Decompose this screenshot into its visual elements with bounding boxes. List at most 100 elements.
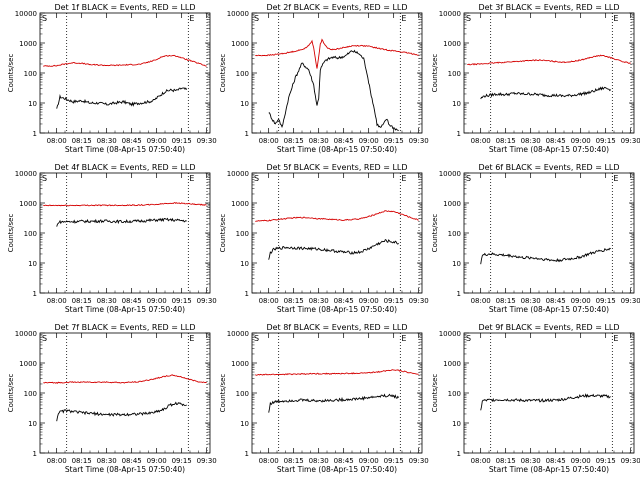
x-tick-label: 09:30 bbox=[409, 457, 429, 465]
y-tick-label: 100 bbox=[448, 390, 461, 398]
x-tick-label: 09:30 bbox=[621, 457, 640, 465]
y-axis-label: Counts/sec bbox=[7, 214, 15, 253]
x-tick-label: 09:00 bbox=[571, 137, 591, 145]
y-tick-label: 100 bbox=[24, 70, 37, 78]
series-lld-line bbox=[43, 202, 207, 207]
y-tick-label: 10000 bbox=[439, 170, 461, 178]
marker-label-s: S bbox=[42, 334, 47, 343]
y-tick-label: 1 bbox=[33, 290, 37, 298]
y-tick-label: 100 bbox=[24, 230, 37, 238]
marker-label-s: S bbox=[254, 14, 259, 23]
series-events-line bbox=[268, 393, 400, 413]
chart-panel-6: Det 6f BLACK = Events, RED = LLD 1 10 100 10… bbox=[431, 163, 640, 314]
x-tick-label: 08:30 bbox=[521, 457, 541, 465]
y-tick-label: 100 bbox=[236, 390, 249, 398]
x-tick-label: 09:00 bbox=[571, 297, 591, 305]
y-tick-label: 1000 bbox=[231, 360, 249, 368]
x-axis-label: Start Time (08-Apr-15 07:50:40) bbox=[65, 305, 185, 314]
y-tick-label: 1 bbox=[245, 450, 249, 458]
x-tick-label: 08:00 bbox=[47, 457, 67, 465]
chart-panel-1: Det 1f BLACK = Events, RED = LLD 1 10 100 10… bbox=[7, 3, 217, 154]
plot-frame bbox=[39, 332, 211, 454]
x-tick-label: 08:00 bbox=[471, 137, 491, 145]
series-events-line bbox=[268, 238, 399, 260]
x-tick-label: 08:45 bbox=[122, 297, 142, 305]
marker-label-s: S bbox=[466, 14, 471, 23]
y-tick-label: 1 bbox=[33, 450, 37, 458]
y-tick-label: 10000 bbox=[439, 330, 461, 338]
chart-title: Det 6f BLACK = Events, RED = LLD bbox=[478, 163, 619, 172]
y-tick-label: 10000 bbox=[227, 330, 249, 338]
x-tick-label: 08:30 bbox=[97, 137, 117, 145]
x-tick-label: 09:00 bbox=[359, 137, 379, 145]
marker-label-e: E bbox=[189, 334, 194, 343]
chart-panel-4: Det 4f BLACK = Events, RED = LLD 1 10 100 10… bbox=[7, 163, 217, 314]
x-tick-label: 08:00 bbox=[471, 297, 491, 305]
x-tick-label: 08:30 bbox=[309, 297, 329, 305]
series-lld-line bbox=[255, 38, 419, 69]
y-tick-label: 10 bbox=[452, 260, 461, 268]
plot-frame bbox=[251, 12, 423, 134]
series-events-line bbox=[56, 217, 187, 227]
x-tick-label: 08:45 bbox=[334, 297, 354, 305]
y-tick-label: 10000 bbox=[15, 170, 37, 178]
y-tick-label: 100 bbox=[448, 70, 461, 78]
x-tick-label: 08:15 bbox=[284, 457, 304, 465]
y-tick-label: 1000 bbox=[19, 40, 37, 48]
x-tick-label: 08:45 bbox=[546, 457, 566, 465]
x-tick-label: 08:15 bbox=[496, 297, 516, 305]
y-tick-label: 10000 bbox=[227, 10, 249, 18]
y-tick-label: 10 bbox=[28, 260, 37, 268]
y-axis-label: Counts/sec bbox=[431, 54, 439, 93]
x-tick-label: 08:00 bbox=[47, 137, 67, 145]
x-tick-label: 09:15 bbox=[596, 457, 616, 465]
x-tick-label: 08:45 bbox=[122, 457, 142, 465]
y-axis-label: Counts/sec bbox=[431, 214, 439, 253]
x-tick-label: 08:30 bbox=[521, 137, 541, 145]
x-tick-label: 09:30 bbox=[409, 137, 429, 145]
x-tick-label: 08:15 bbox=[496, 137, 516, 145]
y-tick-label: 1000 bbox=[443, 40, 461, 48]
y-tick-label: 10 bbox=[28, 420, 37, 428]
x-tick-label: 08:15 bbox=[72, 457, 92, 465]
series-lld-line bbox=[467, 54, 631, 66]
chart-panel-7: Det 7f BLACK = Events, RED = LLD 1 10 100 10… bbox=[7, 323, 217, 474]
x-tick-label: 08:15 bbox=[72, 297, 92, 305]
x-tick-label: 09:15 bbox=[172, 297, 192, 305]
marker-label-e: E bbox=[189, 174, 194, 183]
marker-label-e: E bbox=[613, 14, 618, 23]
y-tick-label: 1000 bbox=[19, 200, 37, 208]
x-tick-label: 09:00 bbox=[147, 137, 167, 145]
x-tick-label: 08:45 bbox=[334, 457, 354, 465]
x-axis-label: Start Time (08-Apr-15 07:50:40) bbox=[489, 305, 609, 314]
x-tick-label: 08:00 bbox=[259, 457, 279, 465]
y-axis-label: Counts/sec bbox=[7, 374, 15, 413]
series-events-line bbox=[480, 393, 611, 411]
y-axis-label: Counts/sec bbox=[219, 214, 227, 253]
x-tick-label: 09:00 bbox=[359, 297, 379, 305]
x-tick-label: 08:30 bbox=[521, 297, 541, 305]
y-tick-label: 10 bbox=[240, 420, 249, 428]
x-tick-label: 09:00 bbox=[571, 457, 591, 465]
x-axis-label: Start Time (08-Apr-15 07:50:40) bbox=[65, 465, 185, 474]
marker-label-e: E bbox=[189, 14, 194, 23]
x-tick-label: 09:30 bbox=[621, 297, 640, 305]
x-axis-label: Start Time (08-Apr-15 07:50:40) bbox=[65, 145, 185, 154]
x-tick-label: 08:45 bbox=[334, 137, 354, 145]
marker-label-e: E bbox=[401, 14, 406, 23]
x-tick-label: 08:15 bbox=[284, 137, 304, 145]
marker-label-s: S bbox=[466, 334, 471, 343]
x-tick-label: 08:30 bbox=[309, 457, 329, 465]
chart-panel-2: Det 2f BLACK = Events, RED = LLD 1 10 100 10… bbox=[219, 3, 429, 154]
series-events-line bbox=[480, 86, 612, 100]
series-lld-line bbox=[43, 54, 207, 67]
x-tick-label: 08:30 bbox=[97, 297, 117, 305]
y-tick-label: 10 bbox=[452, 420, 461, 428]
y-axis-label: Counts/sec bbox=[219, 374, 227, 413]
x-tick-label: 08:00 bbox=[471, 457, 491, 465]
y-tick-label: 10000 bbox=[439, 10, 461, 18]
x-tick-label: 09:15 bbox=[384, 297, 404, 305]
y-tick-label: 10000 bbox=[15, 330, 37, 338]
x-tick-label: 08:15 bbox=[72, 137, 92, 145]
x-tick-label: 09:00 bbox=[147, 297, 167, 305]
